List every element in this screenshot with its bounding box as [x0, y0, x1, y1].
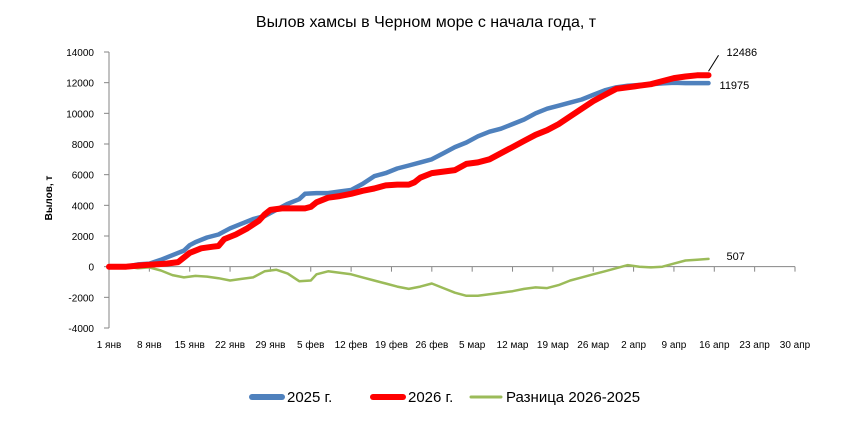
legend-label: Разница 2026-2025: [506, 389, 640, 406]
x-tick-label: 12 мар: [497, 340, 529, 351]
series-line-2: [107, 257, 710, 298]
x-tick-label: 19 мар: [537, 340, 569, 351]
x-tick-label: 9 апр: [661, 340, 686, 351]
x-tick-label: 12 фев: [335, 339, 368, 351]
y-tick-label: 0: [88, 263, 94, 274]
legend-label: 2026 г.: [408, 389, 453, 406]
series-line-1: [106, 72, 712, 270]
annotation-label: 12486: [727, 47, 758, 59]
x-tick-label: 5 мар: [459, 340, 486, 351]
y-tick-label: 14000: [66, 48, 94, 59]
x-tick-label: 19 фев: [375, 339, 408, 351]
x-tick-label: 5 фев: [297, 339, 324, 351]
x-tick-label: 2 апр: [621, 340, 646, 351]
x-tick-label: 26 фев: [415, 339, 448, 351]
x-tick-label: 23 апр: [739, 340, 770, 351]
x-tick-label: 15 янв: [175, 340, 205, 351]
chart-title: Вылов хамсы в Черном море с начала года,…: [256, 14, 597, 31]
annotation-label: 507: [727, 251, 745, 263]
x-tick-label: 16 апр: [699, 340, 730, 351]
y-tick-label: 12000: [66, 79, 94, 90]
y-tick-label: 6000: [72, 171, 95, 182]
x-tick-label: 22 янв: [215, 340, 245, 351]
series-line-0: [106, 80, 711, 269]
series-lines: [106, 72, 712, 298]
axes: -4000 -2000 0 2000 4000 6000 8000 10000 12000 140…: [66, 48, 810, 351]
legend-label: 2025 г.: [287, 389, 332, 406]
end-value-annotations: 12486 11975 507: [708, 47, 758, 263]
y-tick-label: 8000: [72, 140, 95, 151]
legend: 2025 г. 2026 г. Разница 2026-2025: [249, 389, 640, 406]
y-tick-label: -4000: [68, 324, 94, 335]
y-tick-label: 10000: [66, 109, 94, 120]
y-axis-label: Вылов, т: [44, 176, 55, 221]
x-tick-label: 26 мар: [577, 340, 609, 351]
y-tick-label: -2000: [68, 293, 94, 304]
annotation-label: 11975: [720, 80, 750, 92]
x-tick-label: 8 янв: [137, 340, 162, 351]
y-tick-label: 4000: [72, 201, 95, 212]
annotation-leader-line: [708, 54, 719, 72]
x-tick-label: 29 янв: [255, 340, 285, 351]
y-tick-label: 2000: [72, 232, 95, 243]
x-tick-label: 30 апр: [780, 340, 811, 351]
x-tick-label: 1 янв: [97, 340, 122, 351]
